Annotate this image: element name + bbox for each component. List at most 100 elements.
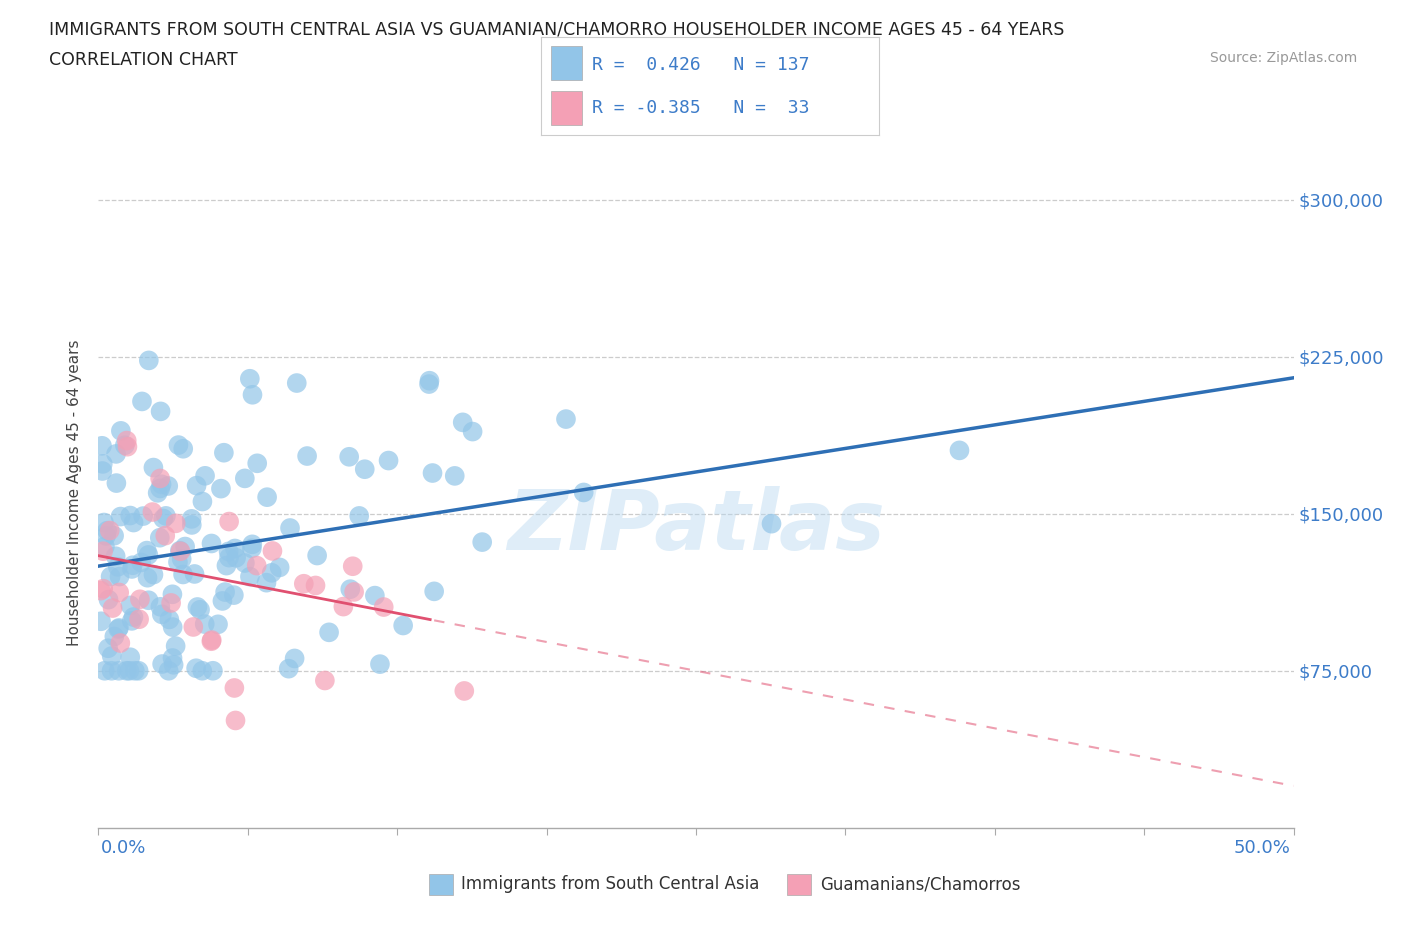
Text: 0.0%: 0.0%: [101, 839, 146, 857]
Point: [188, 603, 211, 618]
Point: [246, 456, 269, 471]
Point: [451, 415, 474, 430]
Point: [93, 515, 115, 530]
Point: [212, 445, 235, 460]
Point: [150, 607, 173, 622]
Point: [215, 558, 238, 573]
Point: [347, 509, 370, 524]
Point: [373, 600, 395, 615]
Point: [207, 617, 229, 631]
Text: Immigrants from South Central Asia: Immigrants from South Central Asia: [461, 875, 759, 894]
Point: [160, 595, 183, 610]
Point: [162, 658, 184, 672]
Point: [368, 657, 391, 671]
Point: [90, 583, 112, 598]
Point: [224, 681, 246, 696]
Point: [180, 517, 202, 532]
Point: [191, 494, 214, 509]
Point: [138, 548, 160, 563]
Point: [105, 475, 128, 490]
Point: [117, 439, 139, 454]
Point: [122, 609, 145, 624]
Point: [278, 521, 301, 536]
Point: [91, 463, 114, 478]
Point: [183, 566, 205, 581]
Point: [91, 457, 114, 472]
Point: [174, 539, 197, 554]
Point: [269, 560, 291, 575]
Point: [108, 569, 131, 584]
Point: [120, 650, 142, 665]
Point: [157, 612, 180, 627]
Point: [246, 558, 269, 573]
Point: [200, 536, 222, 551]
Point: [104, 549, 127, 564]
Text: R =  0.426   N = 137: R = 0.426 N = 137: [592, 56, 810, 73]
Point: [90, 614, 112, 629]
Text: IMMIGRANTS FROM SOUTH CENTRAL ASIA VS GUAMANIAN/CHAMORRO HOUSEHOLDER INCOME AGES: IMMIGRANTS FROM SOUTH CENTRAL ASIA VS GU…: [49, 20, 1064, 38]
Point: [146, 485, 169, 500]
Point: [194, 617, 217, 631]
Point: [461, 424, 484, 439]
Point: [262, 543, 284, 558]
Point: [118, 663, 141, 678]
Point: [304, 578, 326, 593]
Y-axis label: Householder Income Ages 45 - 64 years: Householder Income Ages 45 - 64 years: [67, 339, 83, 646]
Point: [172, 442, 194, 457]
Point: [186, 600, 208, 615]
Point: [97, 592, 120, 607]
Point: [124, 663, 146, 678]
Point: [222, 588, 245, 603]
Point: [284, 651, 307, 666]
Point: [103, 629, 125, 644]
Point: [157, 663, 180, 678]
Point: [138, 592, 160, 607]
Point: [114, 438, 136, 453]
Text: CORRELATION CHART: CORRELATION CHART: [49, 51, 238, 69]
Point: [129, 591, 152, 606]
Point: [572, 485, 595, 500]
Point: [201, 632, 224, 647]
Point: [200, 633, 222, 648]
Point: [155, 509, 177, 524]
Point: [122, 515, 145, 530]
Point: [107, 621, 129, 636]
Point: [422, 466, 444, 481]
Point: [167, 554, 190, 569]
Point: [150, 657, 173, 671]
Point: [152, 512, 174, 526]
Point: [218, 551, 240, 565]
Point: [240, 541, 263, 556]
Point: [172, 567, 194, 582]
Point: [307, 548, 329, 563]
Point: [165, 639, 187, 654]
Point: [167, 438, 190, 453]
Point: [110, 635, 132, 650]
Point: [443, 469, 465, 484]
Point: [110, 423, 132, 438]
Point: [149, 404, 172, 418]
Point: [181, 619, 204, 634]
Point: [120, 508, 142, 523]
Point: [184, 661, 207, 676]
Point: [337, 449, 360, 464]
Point: [132, 509, 155, 524]
Point: [100, 648, 122, 663]
Point: [128, 612, 150, 627]
Point: [136, 570, 159, 585]
Point: [138, 353, 160, 368]
Point: [555, 412, 578, 427]
Point: [157, 479, 180, 494]
Point: [239, 371, 262, 386]
Point: [342, 559, 364, 574]
Point: [100, 663, 122, 678]
Point: [115, 663, 138, 678]
Point: [98, 523, 121, 538]
Point: [91, 544, 114, 559]
Point: [141, 505, 163, 520]
Point: [169, 543, 191, 558]
Point: [165, 516, 187, 531]
Point: [761, 516, 783, 531]
Point: [142, 567, 165, 582]
Text: R = -0.385   N =  33: R = -0.385 N = 33: [592, 99, 810, 116]
